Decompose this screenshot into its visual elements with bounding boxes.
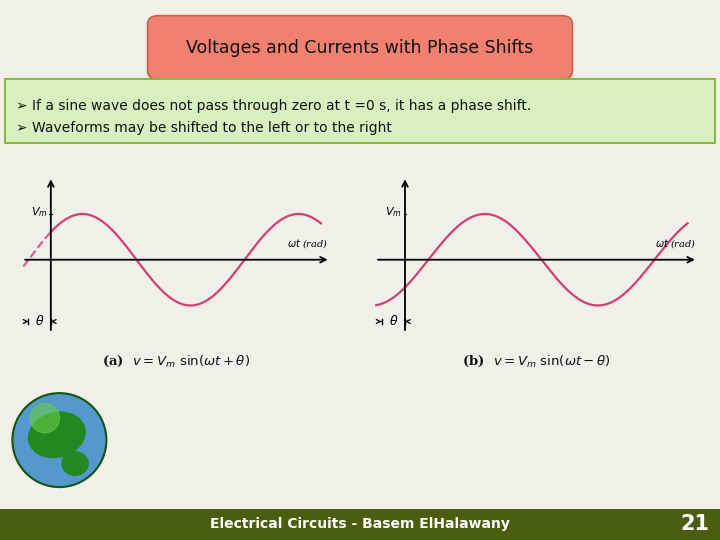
Text: Electrical Circuits - Basem ElHalawany: Electrical Circuits - Basem ElHalawany xyxy=(210,517,510,531)
Text: 21: 21 xyxy=(680,514,709,535)
Bar xyxy=(0,509,720,540)
Text: ➢ If a sine wave does not pass through zero at t =0 s, it has a phase shift.: ➢ If a sine wave does not pass through z… xyxy=(16,99,531,113)
FancyBboxPatch shape xyxy=(148,16,572,79)
Text: ➢ Waveforms may be shifted to the left or to the right: ➢ Waveforms may be shifted to the left o… xyxy=(16,121,392,135)
Text: (b)  $v = V_m\ \sin(\omega t - \theta)$: (b) $v = V_m\ \sin(\omega t - \theta)$ xyxy=(462,354,611,369)
FancyBboxPatch shape xyxy=(5,79,715,143)
Text: Voltages and Currents with Phase Shifts: Voltages and Currents with Phase Shifts xyxy=(186,38,534,57)
Text: (a)  $v = V_m\ \sin(\omega t + \theta)$: (a) $v = V_m\ \sin(\omega t + \theta)$ xyxy=(102,354,251,369)
